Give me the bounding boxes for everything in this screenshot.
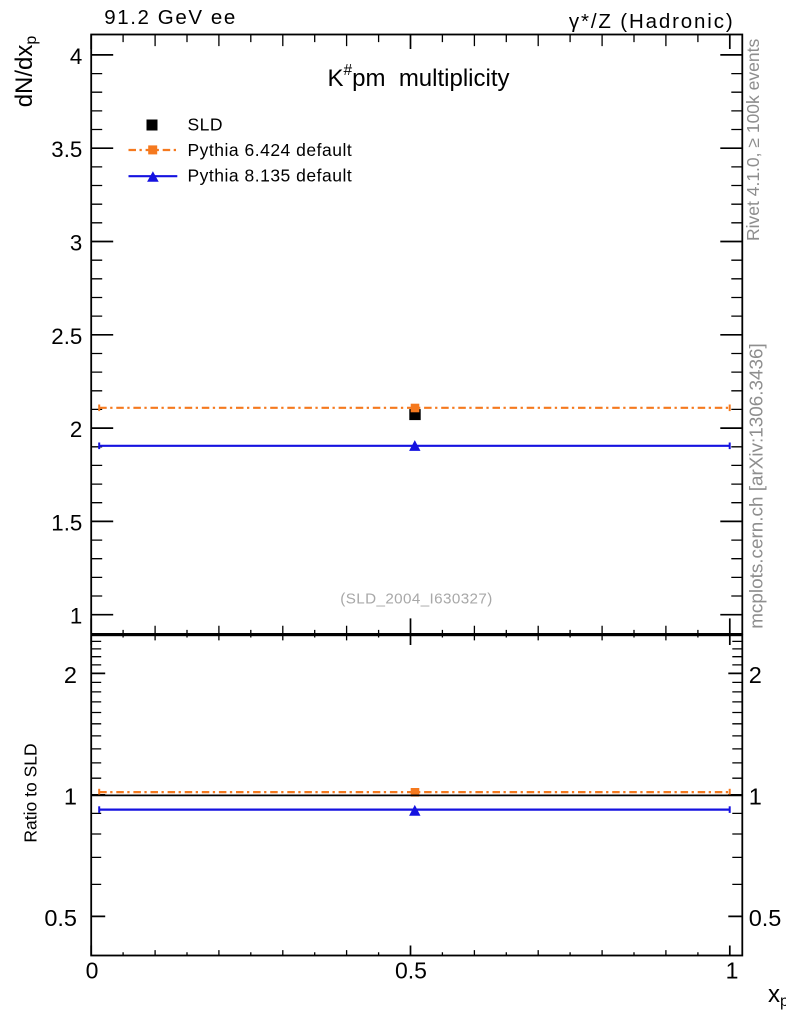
svg-text:SLD: SLD [188,115,224,135]
svg-text:2: 2 [70,417,82,442]
svg-text:Ratio to SLD: Ratio to SLD [20,743,40,842]
svg-text:1: 1 [749,783,762,809]
svg-text:2: 2 [64,662,77,688]
svg-text:3: 3 [70,231,82,256]
svg-text:0.5: 0.5 [749,905,782,931]
svg-text:4: 4 [70,44,82,69]
svg-text:γ*/Z (Hadronic): γ*/Z (Hadronic) [569,10,735,33]
svg-text:Rivet 4.1.0, ≥ 100k events: Rivet 4.1.0, ≥ 100k events [743,39,763,241]
svg-text:2: 2 [749,662,762,688]
svg-text:1: 1 [70,604,82,629]
svg-text:91.2 GeV ee: 91.2 GeV ee [104,6,237,29]
svg-text:1: 1 [64,783,77,809]
svg-text:mcplots.cern.ch [arXiv:1306.34: mcplots.cern.ch [arXiv:1306.3436] [746,343,767,629]
svg-text:0.5: 0.5 [395,958,427,984]
svg-text:1: 1 [726,958,739,984]
svg-text:dN/dxp: dN/dxp [11,36,40,108]
svg-text:Pythia 8.135 default: Pythia 8.135 default [188,165,353,185]
svg-text:(SLD_2004_I630327): (SLD_2004_I630327) [340,591,492,608]
svg-text:Pythia 6.424 default: Pythia 6.424 default [188,140,353,160]
svg-text:0: 0 [86,958,99,984]
svg-text:2.5: 2.5 [51,324,82,349]
svg-text:K#pm multiplicity: K#pm multiplicity [328,62,510,92]
svg-text:1.5: 1.5 [51,510,82,535]
svg-text:3.5: 3.5 [51,137,82,162]
svg-text:0.5: 0.5 [44,905,77,931]
